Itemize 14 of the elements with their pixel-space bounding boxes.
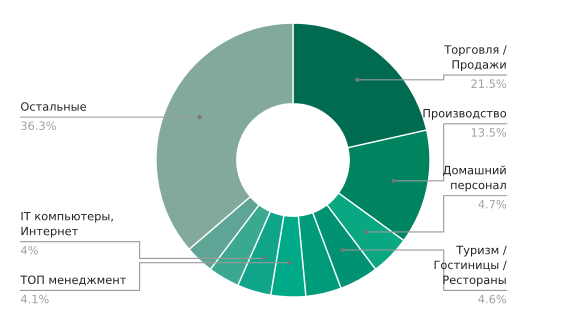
data-label: 13.5% xyxy=(472,128,506,137)
data-label: 36.3% xyxy=(21,121,56,130)
slice-label: Туризм / Гостиницы / Рестораны xyxy=(434,246,507,286)
data-label: 4.7% xyxy=(478,200,506,209)
data-label: 4.1% xyxy=(20,294,49,304)
slice-label: Торговля / Продажи xyxy=(444,45,507,71)
data-label: 4% xyxy=(20,246,38,255)
data-label: 4.6% xyxy=(478,294,506,304)
slice-label: IT компьютеры, Интернет xyxy=(21,212,113,238)
data-label: 21.5% xyxy=(471,79,506,88)
slice-label: Остальные xyxy=(21,102,86,111)
slice-label: ТОП менеджмент xyxy=(20,275,126,286)
slice-label: Производство xyxy=(423,109,506,120)
slice-label: Домашний персонал xyxy=(443,166,506,192)
